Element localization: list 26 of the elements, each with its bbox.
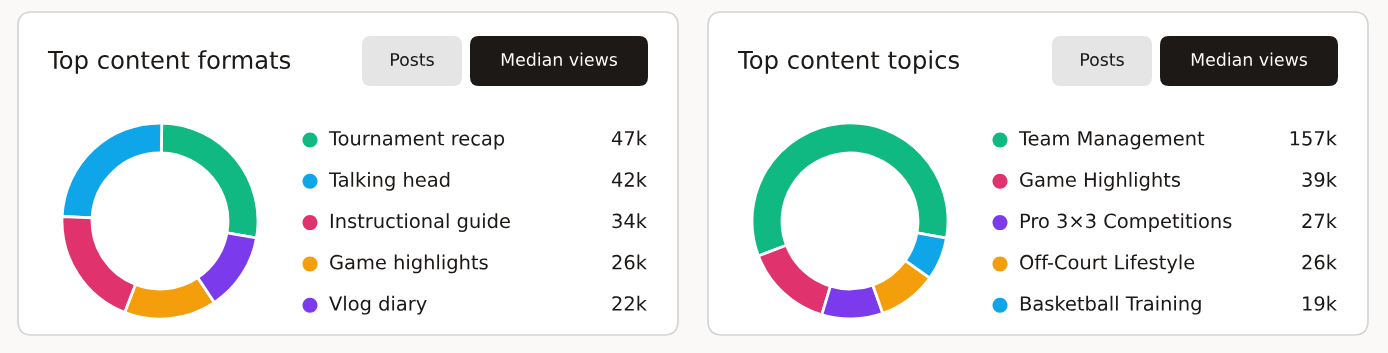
data-label: 42k (611, 171, 647, 187)
text: Median views (501, 52, 617, 67)
text: Posts (1081, 53, 1124, 67)
data-label: 34k (612, 213, 647, 229)
legend-label: Tournament recap (328, 131, 505, 150)
legend-label: Basketball Training (1020, 295, 1201, 315)
data-label: 26k (1302, 254, 1337, 270)
legend-label: Game Highlights (1020, 171, 1181, 191)
legend-label: Vlog diary (329, 295, 427, 315)
data-label: 26k (612, 254, 647, 270)
data-label: 22k (612, 295, 647, 311)
data-label: 39k (1302, 171, 1337, 187)
data-label: 19k (1303, 295, 1337, 311)
text: Median views (1191, 52, 1307, 67)
chart-title: Top content topics (737, 50, 959, 74)
chart-title: Top content formats (47, 50, 291, 74)
legend-label: Instructional guide (330, 213, 510, 233)
legend-label: Off-Court Lifestyle (1020, 254, 1195, 274)
legend-label: Team Management (1018, 131, 1205, 150)
data-label: 47k (611, 130, 647, 146)
data-label: 27k (1302, 213, 1337, 228)
legend-label: Pro 3×3 Competitions (1020, 213, 1232, 233)
data-label: 157k (1290, 130, 1337, 146)
legend-label: Talking head (328, 171, 450, 191)
text: Posts (391, 53, 434, 67)
legend-label: Game highlights (330, 254, 488, 274)
